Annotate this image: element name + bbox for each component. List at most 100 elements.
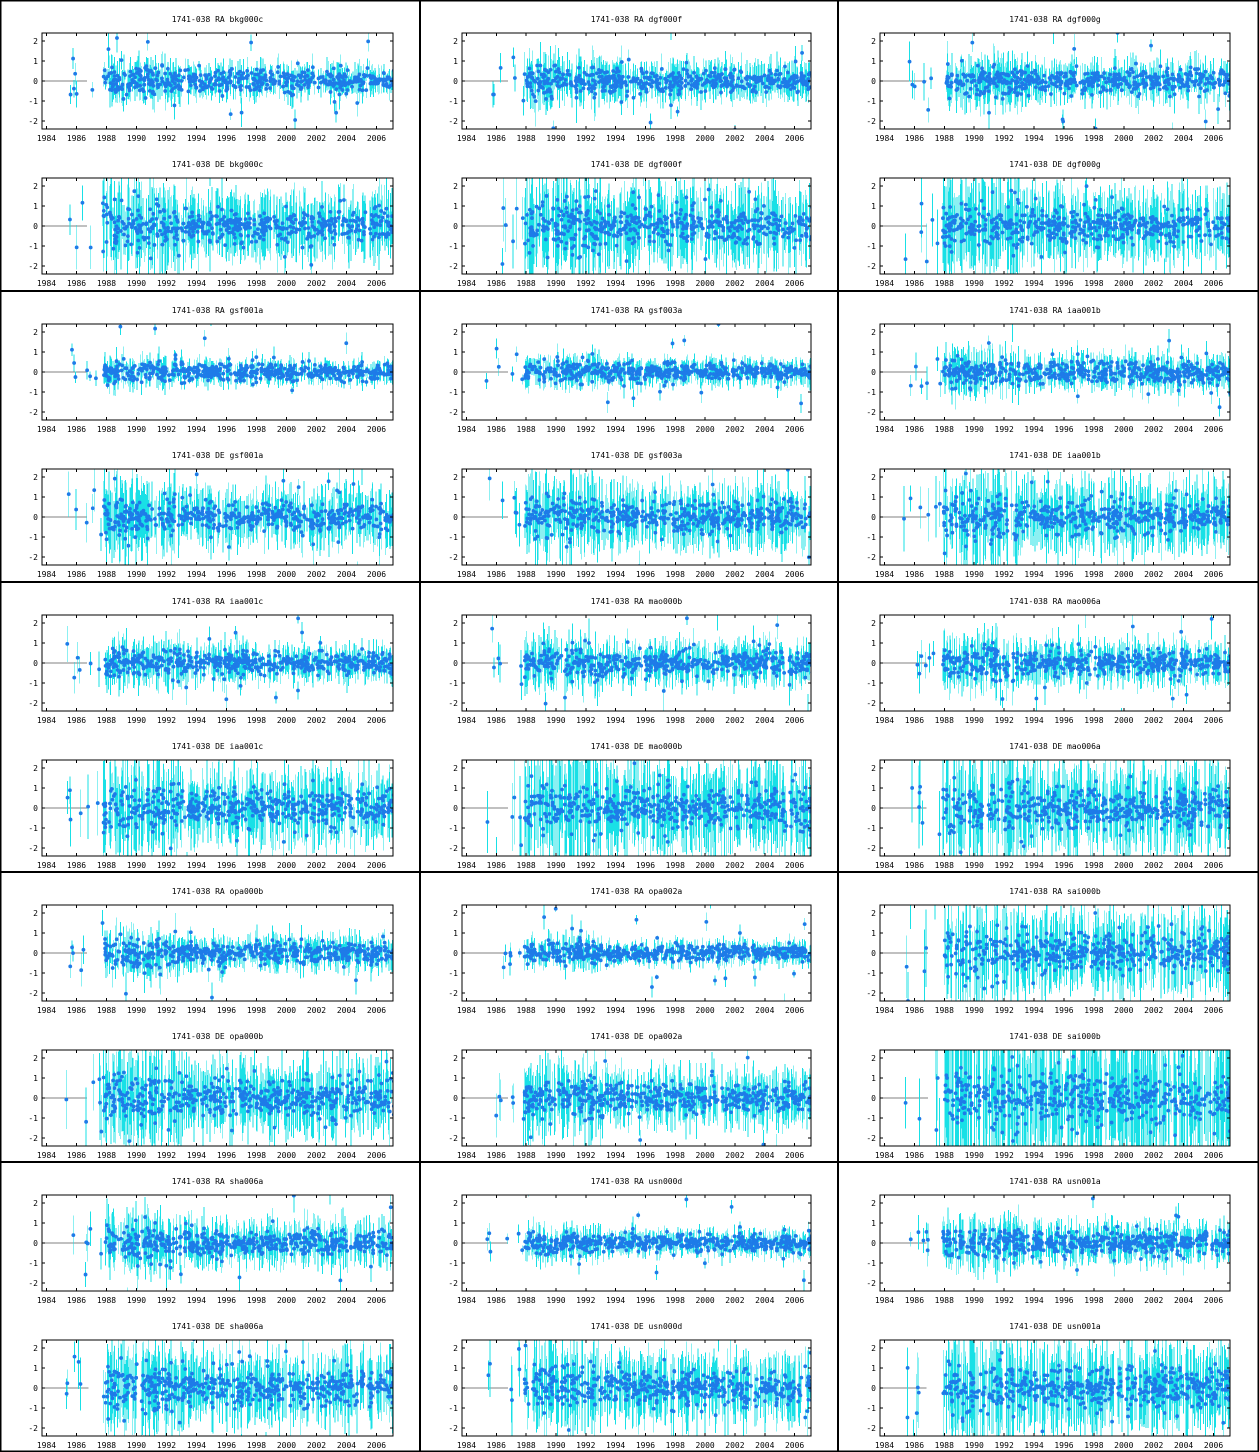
data-point bbox=[745, 235, 750, 240]
data-point bbox=[607, 212, 611, 217]
data-point bbox=[271, 78, 276, 82]
data-point bbox=[152, 243, 157, 247]
data-point bbox=[216, 204, 220, 209]
data-point bbox=[308, 244, 313, 249]
data-point bbox=[616, 230, 620, 235]
data-point bbox=[227, 226, 231, 231]
data-point bbox=[603, 241, 608, 246]
data-point bbox=[103, 77, 108, 81]
data-point bbox=[690, 207, 695, 212]
data-point bbox=[101, 208, 106, 213]
data-point bbox=[544, 89, 549, 94]
data-point bbox=[152, 92, 157, 97]
data-point bbox=[538, 212, 543, 217]
data-point bbox=[689, 237, 694, 241]
data-point bbox=[209, 77, 213, 81]
data-point bbox=[376, 214, 381, 219]
data-point bbox=[665, 228, 670, 233]
data-point bbox=[163, 71, 168, 76]
data-point bbox=[644, 70, 649, 75]
data-point bbox=[723, 67, 728, 72]
data-point bbox=[293, 118, 298, 122]
data-point bbox=[606, 204, 611, 208]
data-point bbox=[110, 85, 115, 89]
data-point bbox=[715, 208, 720, 213]
data-point bbox=[252, 218, 257, 222]
data-point bbox=[662, 214, 667, 219]
data-point bbox=[197, 217, 202, 222]
data-point bbox=[571, 236, 576, 241]
data-point bbox=[795, 79, 800, 84]
data-point bbox=[748, 75, 752, 80]
data-point bbox=[655, 225, 660, 229]
data-point bbox=[102, 195, 107, 200]
data-point bbox=[331, 66, 336, 71]
data-point bbox=[691, 214, 695, 219]
data-point bbox=[664, 80, 669, 85]
data-point bbox=[267, 224, 272, 229]
data-point bbox=[731, 233, 735, 238]
data-point bbox=[801, 211, 806, 216]
data-point bbox=[560, 76, 565, 81]
data-point bbox=[713, 231, 718, 236]
data-point bbox=[161, 208, 166, 212]
data-point bbox=[801, 222, 806, 227]
data-point bbox=[613, 81, 617, 86]
data-point bbox=[190, 214, 195, 219]
data-point bbox=[347, 79, 352, 83]
data-point bbox=[112, 233, 117, 238]
data-point bbox=[230, 230, 235, 235]
x-tick-label: 1984 bbox=[37, 134, 56, 143]
data-point bbox=[169, 221, 173, 226]
data-point bbox=[355, 75, 360, 80]
data-point bbox=[537, 84, 542, 88]
data-point bbox=[776, 77, 781, 82]
data-point bbox=[620, 74, 625, 79]
data-point bbox=[715, 220, 720, 225]
data-point bbox=[671, 83, 676, 87]
data-point bbox=[647, 82, 652, 87]
data-point bbox=[611, 220, 616, 225]
data-layer bbox=[462, 178, 811, 274]
data-point bbox=[128, 69, 133, 74]
data-point bbox=[535, 228, 540, 233]
data-point bbox=[601, 85, 606, 90]
x-tick-label: 1992 bbox=[576, 134, 595, 143]
data-point bbox=[717, 223, 722, 228]
data-point bbox=[253, 72, 258, 77]
data-point bbox=[614, 70, 619, 75]
data-point bbox=[570, 208, 575, 212]
data-point bbox=[165, 66, 170, 71]
data-point bbox=[716, 74, 721, 79]
data-point bbox=[364, 88, 369, 93]
data-point bbox=[232, 242, 237, 246]
data-point bbox=[570, 253, 575, 257]
data-point bbox=[120, 220, 125, 224]
data-point bbox=[728, 82, 733, 87]
data-point bbox=[264, 78, 269, 83]
data-point bbox=[718, 198, 723, 203]
data-point bbox=[126, 216, 131, 221]
data-point bbox=[603, 224, 608, 229]
data-point bbox=[528, 81, 533, 86]
data-point bbox=[572, 244, 576, 248]
y-tick-label: 0 bbox=[33, 222, 38, 231]
data-point bbox=[755, 223, 760, 228]
data-point bbox=[573, 232, 578, 237]
data-point bbox=[257, 88, 262, 93]
data-point bbox=[268, 86, 272, 90]
data-point bbox=[330, 236, 335, 240]
data-point bbox=[529, 231, 534, 235]
data-point bbox=[677, 216, 681, 221]
data-point bbox=[221, 70, 226, 75]
y-tick-label: -2 bbox=[28, 262, 38, 271]
data-point bbox=[338, 63, 343, 68]
data-point bbox=[806, 86, 811, 91]
data-point bbox=[665, 231, 670, 236]
data-point bbox=[245, 69, 250, 73]
data-point bbox=[351, 218, 356, 223]
data-point bbox=[288, 91, 293, 95]
data-point bbox=[173, 85, 178, 89]
data-point bbox=[254, 86, 258, 91]
data-point bbox=[1108, 72, 1113, 77]
